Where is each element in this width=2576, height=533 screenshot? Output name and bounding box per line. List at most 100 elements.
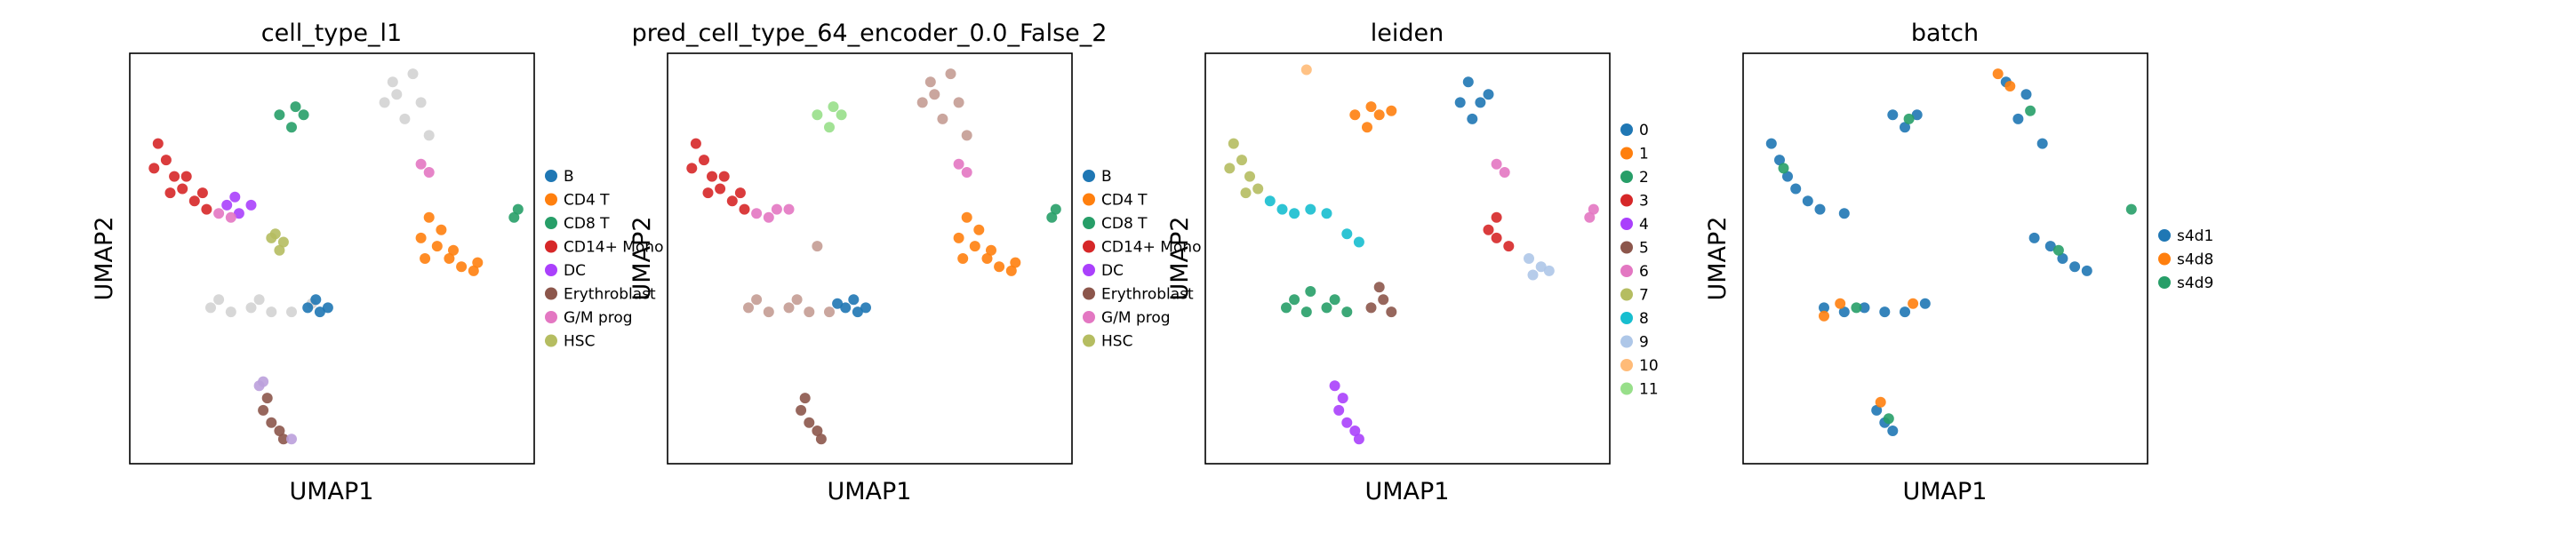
data-point [1386, 306, 1397, 318]
legend-item: 2 [1620, 169, 1649, 187]
data-point [1329, 380, 1340, 392]
data-point [213, 294, 225, 306]
legend-marker [1620, 312, 1633, 324]
data-point [804, 306, 815, 318]
data-point [929, 89, 940, 100]
data-point [690, 138, 701, 149]
data-point [2069, 261, 2081, 273]
data-point [1289, 208, 1300, 219]
legend-item: Erythroblast [545, 286, 656, 304]
legend-label: 2 [1639, 169, 1649, 187]
data-point [229, 191, 241, 203]
data-point [1228, 138, 1239, 149]
legend-item: 4 [1620, 216, 1649, 234]
data-point [1353, 236, 1364, 248]
x-axis-label: UMAP1 [828, 478, 912, 505]
legend-label: G/M prog [564, 309, 633, 327]
data-point [994, 261, 1005, 273]
legend-item: 0 [1620, 122, 1649, 139]
data-point [2025, 105, 2036, 116]
data-point [1300, 64, 1312, 76]
plot-frame [129, 52, 535, 465]
data-point [804, 417, 815, 428]
legend-label: CD4 T [1101, 192, 1148, 210]
data-point [1281, 302, 1292, 314]
legend: s4d1 s4d8 s4d9 [2158, 227, 2213, 292]
data-point [1341, 306, 1353, 318]
x-axis-label: UMAP1 [1365, 478, 1450, 505]
data-point [812, 109, 823, 121]
legend-marker [545, 287, 557, 300]
legend-label: 1 [1639, 146, 1649, 163]
data-point [1871, 404, 1883, 416]
data-point [969, 241, 980, 252]
y-axis-label: UMAP2 [1166, 217, 1194, 301]
legend-item: HSC [1083, 333, 1132, 351]
data-point [945, 68, 956, 80]
data-point [981, 253, 993, 264]
data-point [2052, 244, 2064, 256]
data-point [860, 302, 871, 314]
data-point [205, 302, 216, 314]
data-point [1373, 109, 1385, 121]
data-point [1491, 232, 1502, 243]
legend-label: 8 [1639, 310, 1649, 328]
legend-marker [2158, 229, 2171, 242]
data-point [763, 211, 774, 223]
legend-marker [1083, 170, 1095, 182]
data-point [916, 97, 928, 108]
data-point [1819, 310, 1829, 322]
legend-item: G/M prog [1083, 309, 1171, 327]
data-point [1802, 195, 1813, 207]
data-point [391, 89, 403, 100]
data-point [1252, 183, 1264, 195]
legend-item: 1 [1620, 146, 1649, 163]
data-point [1305, 203, 1316, 215]
legend-item: CD14+ Mono [545, 239, 663, 257]
legend: 0 1 2 3 4 5 6 7 8 9 10 11 [1620, 122, 1659, 399]
data-point [290, 101, 301, 113]
data-point [253, 294, 265, 306]
data-point [783, 302, 795, 314]
data-point [1341, 417, 1353, 428]
x-axis-label: UMAP1 [1903, 478, 1988, 505]
data-point [277, 236, 289, 248]
data-point [1911, 109, 1923, 121]
data-point [734, 187, 746, 199]
legend-marker [545, 264, 557, 276]
data-point [456, 261, 468, 273]
data-point [1365, 302, 1377, 314]
data-point [2004, 81, 2016, 91]
data-point [953, 232, 964, 243]
legend-item: CD4 T [1083, 192, 1148, 210]
data-point [1887, 109, 1899, 121]
data-point [702, 187, 714, 199]
legend-label: CD14+ Mono [1101, 239, 1201, 257]
data-point [245, 199, 257, 211]
data-point [1005, 265, 1017, 276]
data-point [2028, 232, 2040, 243]
data-point [407, 68, 419, 80]
legend-label: 0 [1639, 122, 1649, 139]
data-point [436, 224, 447, 235]
data-point [1349, 426, 1361, 436]
data-point [1462, 76, 1474, 88]
data-point [1362, 122, 1372, 133]
data-point [1321, 208, 1332, 219]
legend-marker [1620, 382, 1633, 395]
data-point [1503, 241, 1515, 252]
legend-item: 10 [1620, 357, 1659, 375]
data-point [961, 130, 972, 141]
data-point [448, 244, 459, 256]
legend-marker [545, 240, 557, 253]
legend-label: 11 [1639, 381, 1659, 399]
data-point [791, 294, 803, 306]
data-point [1050, 203, 1061, 215]
data-point [1289, 294, 1300, 306]
data-point [812, 241, 823, 252]
data-point [1491, 211, 1502, 223]
legend-label: DC [564, 262, 586, 280]
legend-item: B [545, 168, 574, 186]
data-point [1365, 101, 1377, 113]
data-point [1908, 298, 1919, 309]
